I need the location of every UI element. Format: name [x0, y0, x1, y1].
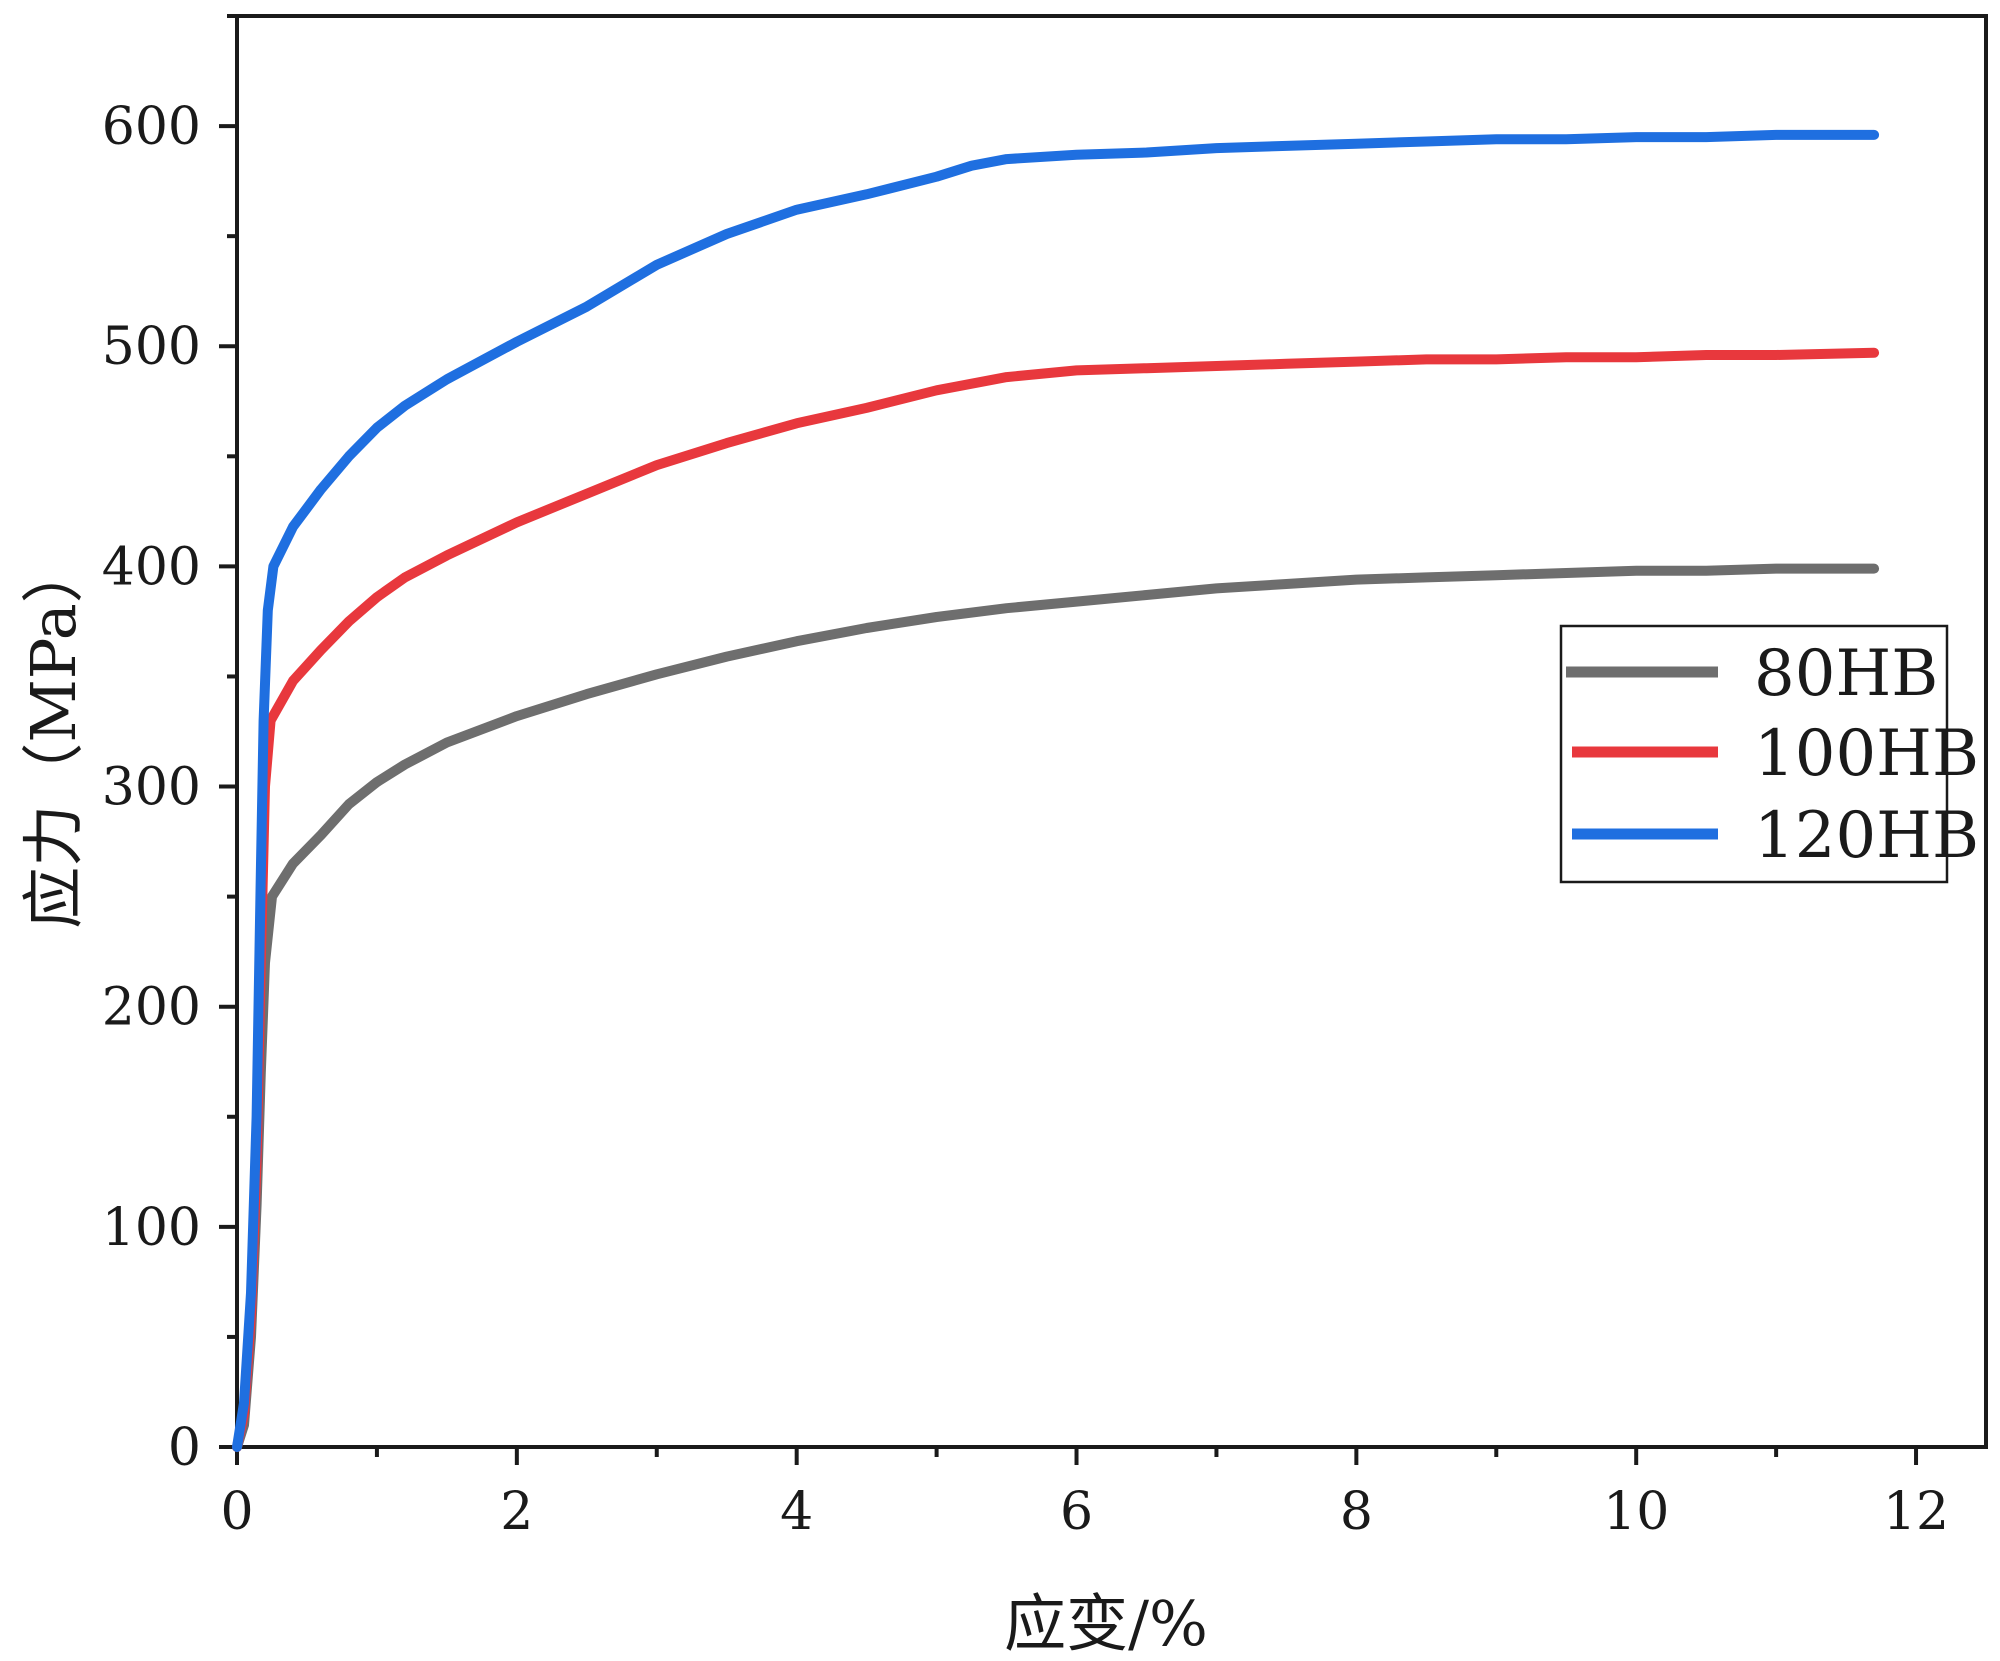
x-tick-label: 6 — [1060, 1482, 1093, 1542]
legend-label-100HB: 100HB — [1754, 717, 1979, 791]
x-tick-label: 0 — [220, 1482, 253, 1542]
y-tick-label: 500 — [102, 317, 201, 377]
plot-border — [235, 14, 1988, 1449]
y-tick-label: 100 — [102, 1198, 201, 1258]
y-tick-label: 300 — [102, 758, 201, 818]
plot-frame — [235, 14, 1988, 1449]
series-line-80HB — [232, 563, 1880, 1452]
y-axis-ticks: 0 100 200 300 400 500 600 — [102, 14, 237, 1478]
x-axis-title: 应变/% — [1004, 1587, 1208, 1660]
legend: 80HB 100HB 120HB — [1559, 624, 1979, 884]
series-layer — [232, 129, 1880, 1452]
x-tick-label: 2 — [500, 1482, 533, 1542]
legend-label-80HB: 80HB — [1754, 637, 1938, 711]
x-tick-label: 12 — [1883, 1482, 1949, 1542]
y-axis-title: 应力（MPa） — [17, 541, 90, 928]
y-tick-label: 0 — [168, 1418, 201, 1478]
series-line-120HB — [232, 129, 1880, 1452]
y-tick-label: 400 — [102, 537, 201, 597]
x-tick-label: 4 — [780, 1482, 813, 1542]
x-tick-label: 10 — [1603, 1482, 1669, 1542]
y-tick-label: 600 — [102, 97, 201, 157]
y-tick-label: 200 — [102, 978, 201, 1038]
x-axis-ticks: 0 2 4 6 8 10 12 — [220, 1447, 1949, 1542]
series-line-100HB — [232, 347, 1880, 1452]
x-tick-label: 8 — [1340, 1482, 1373, 1542]
legend-label-120HB: 120HB — [1754, 799, 1979, 873]
